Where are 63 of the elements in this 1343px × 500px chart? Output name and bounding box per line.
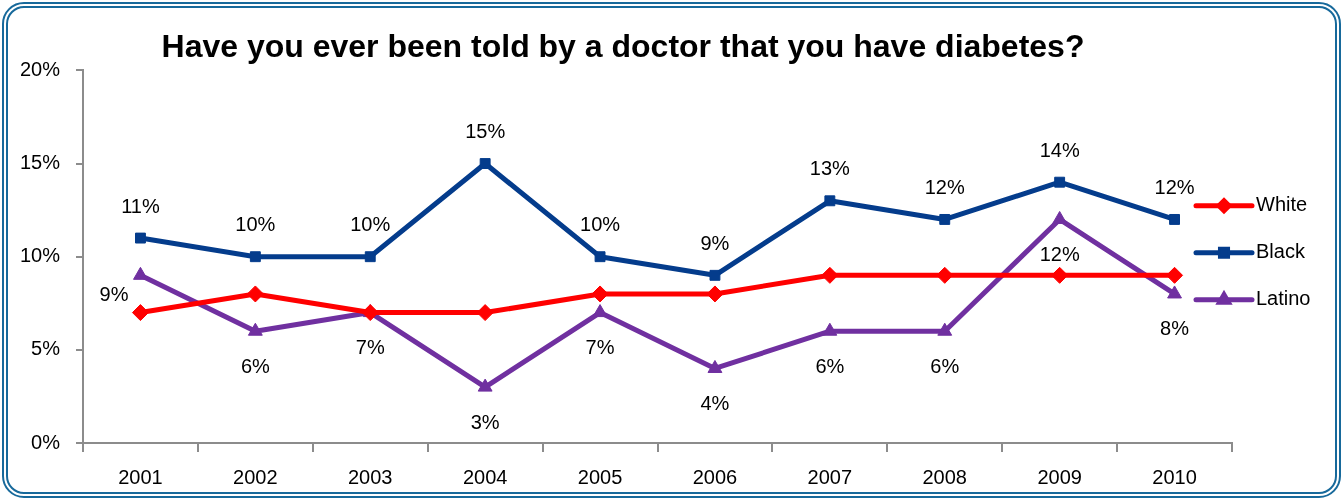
x-tick-label: 2006 [692,465,738,488]
data-label: 9% [700,231,730,254]
data-label: 13% [809,157,851,180]
data-label: 10% [580,213,621,236]
legend-label: Latino [1256,287,1311,310]
x-tick-label: 2008 [922,465,967,488]
point [1167,285,1182,299]
point [709,269,721,281]
point [821,266,839,284]
data-label: 3% [470,410,500,433]
data-label: 10% [235,213,276,236]
x-tick-label: 2009 [1037,465,1082,488]
point [824,195,836,207]
x-tick-label: 2001 [118,465,163,488]
point [247,322,263,336]
data-label: 7% [585,336,615,359]
point [707,359,723,373]
data-label: 12% [1039,242,1080,265]
data-label: 6% [240,354,271,377]
data-label: 8% [1160,317,1190,340]
point [1054,176,1066,188]
y-tick-label: 20% [19,57,61,80]
point [937,322,953,336]
point [1169,213,1180,225]
legend-label: White [1256,193,1308,216]
point [706,285,724,303]
point [364,251,376,263]
y-tick-label: 15% [19,151,61,174]
data-label: 9% [99,282,129,305]
legend-label: Black [1256,240,1306,263]
x-tick-label: 2007 [807,465,853,488]
point [477,378,493,392]
data-label: 6% [930,354,960,377]
data-label: 7% [355,336,385,359]
y-tick-label: 10% [19,244,61,267]
point [246,285,264,303]
y-tick-label: 0% [31,430,61,453]
x-tick-label: 2003 [348,465,393,488]
data-label: 14% [1039,138,1080,161]
data-label: 10% [350,213,391,236]
x-tick-label: 2002 [233,465,278,488]
point [594,251,606,263]
point [592,304,608,318]
point [939,213,951,225]
point [249,251,261,263]
x-tick-label: 2005 [577,465,623,488]
point [1166,266,1184,284]
point [479,158,491,169]
point [135,232,146,244]
data-label: 15% [465,120,506,143]
data-label: 12% [1154,175,1195,198]
point [822,322,838,336]
data-label: 6% [815,354,845,377]
data-label: 4% [700,392,730,414]
point [591,285,609,303]
data-label: 11% [121,194,160,217]
x-tick-label: 2010 [1152,465,1197,488]
point [131,304,149,322]
chart-title: Have you ever been told by a doctor that you have diabetes? [161,28,1085,65]
x-tick-label: 2004 [462,465,508,488]
point [133,266,148,280]
data-label: 12% [924,175,965,198]
y-tick-label: 5% [31,337,61,360]
